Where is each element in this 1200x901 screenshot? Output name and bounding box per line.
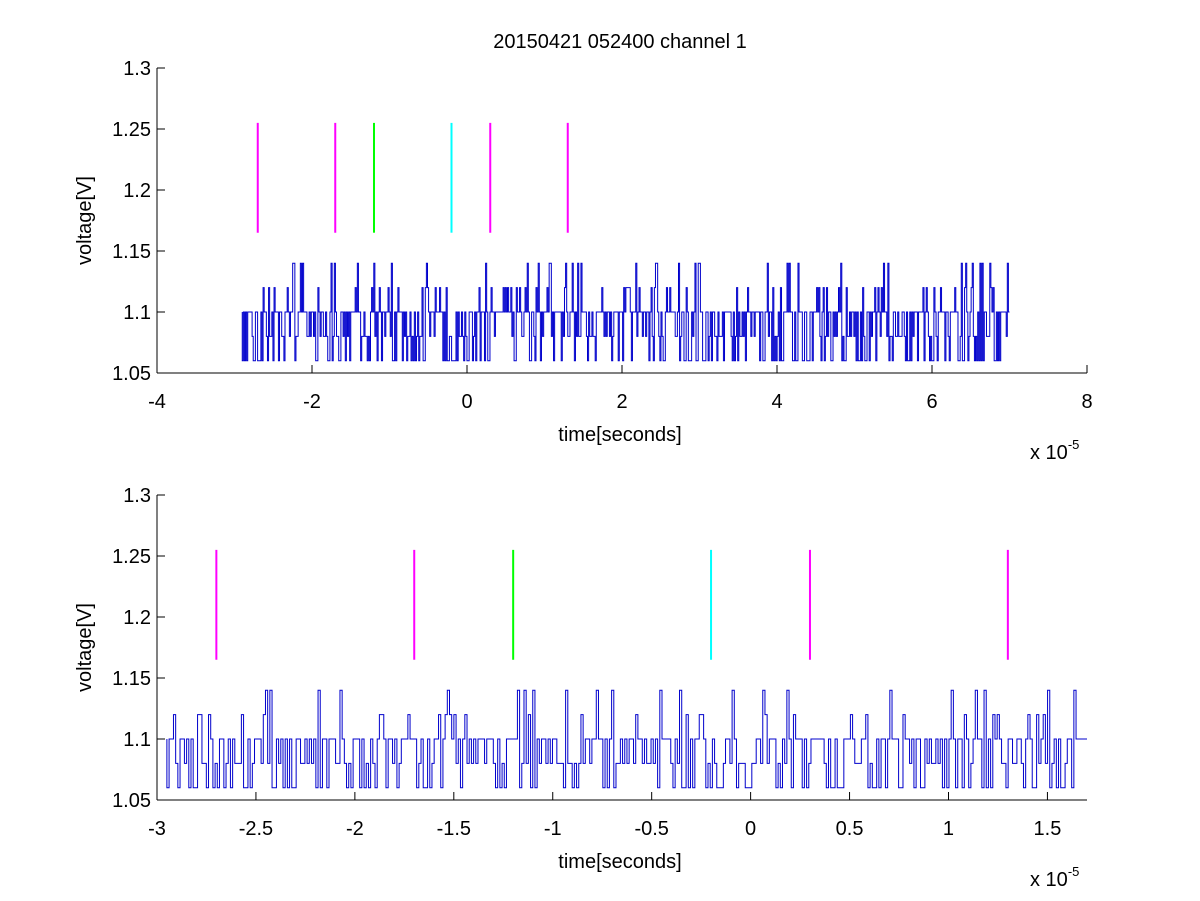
x-tick-label: 1 — [943, 818, 954, 840]
x-tick-label: -1 — [544, 818, 562, 840]
x-multiplier-exponent: -5 — [1068, 437, 1080, 452]
x-tick-label: 2 — [616, 391, 627, 413]
x-multiplier-exponent: -5 — [1068, 864, 1080, 879]
x-tick-label: 1.5 — [1034, 818, 1062, 840]
y-axis-label: voltage[V] — [74, 603, 96, 692]
x-tick-label: -2.5 — [239, 818, 273, 840]
y-tick-label: 1.15 — [112, 668, 151, 690]
x-tick-label: 0 — [461, 391, 472, 413]
y-tick-label: 1.25 — [112, 546, 151, 568]
x-tick-label: -1.5 — [437, 818, 471, 840]
x-tick-label: -3 — [148, 818, 166, 840]
y-axis-label: voltage[V] — [74, 176, 96, 265]
x-multiplier-base: x 10 — [1030, 869, 1068, 891]
y-tick-label: 1.05 — [112, 790, 151, 812]
bottom-axes: 1.05 1.1 1.15 1.2 1.25 1.3 -3 -2.5 -2 -1.5 -1 -0.5 0… — [74, 485, 1087, 891]
x-tick-label: 8 — [1081, 391, 1092, 413]
y-tick-label: 1.25 — [112, 119, 151, 141]
voltage-trace — [241, 262, 1010, 362]
y-tick-label: 1.3 — [123, 58, 151, 80]
voltage-trace — [166, 689, 1087, 789]
y-tick-label: 1.1 — [123, 729, 151, 751]
x-multiplier: x 10-5 — [1030, 437, 1079, 464]
y-tick-label: 1.15 — [112, 241, 151, 263]
x-axis-label: time[seconds] — [558, 424, 681, 446]
y-tick-label: 1.1 — [123, 302, 151, 324]
y-tick-label: 1.2 — [123, 607, 151, 629]
y-tick-label: 1.2 — [123, 180, 151, 202]
x-tick-label: 6 — [926, 391, 937, 413]
x-tick-label: -2 — [303, 391, 321, 413]
x-tick-label: -0.5 — [634, 818, 668, 840]
x-tick-label: -4 — [148, 391, 166, 413]
x-tick-label: 4 — [771, 391, 782, 413]
x-multiplier: x 10-5 — [1030, 864, 1079, 891]
x-axis-label: time[seconds] — [558, 851, 681, 873]
x-tick-label: 0 — [745, 818, 756, 840]
y-tick-label: 1.3 — [123, 485, 151, 507]
top-axes: 1.05 1.1 1.15 1.2 1.25 1.3 -4 -2 0 2 4 6 8 time[secon… — [74, 58, 1093, 464]
x-tick-label: -2 — [346, 818, 364, 840]
x-multiplier-base: x 10 — [1030, 442, 1068, 464]
x-tick-label: 0.5 — [836, 818, 864, 840]
figure-title: 20150421 052400 channel 1 — [493, 31, 747, 53]
y-tick-label: 1.05 — [112, 363, 151, 385]
